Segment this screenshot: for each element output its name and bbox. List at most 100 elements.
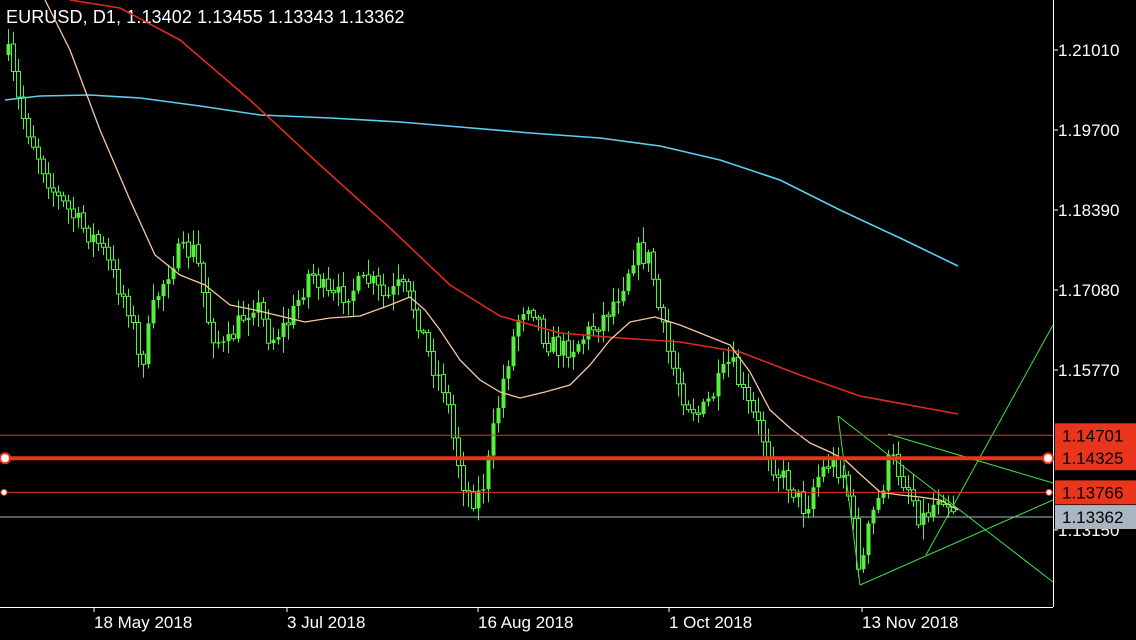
candle-body [296,299,301,306]
candle-body [76,212,81,218]
candle-body [621,290,626,302]
candle-body [146,323,151,365]
candle-body [246,317,251,321]
candle-body [706,398,711,402]
candle-body [51,187,56,193]
y-tick-label: 1.19700 [1058,121,1119,140]
candle-body [921,512,926,525]
candle-body [761,420,766,443]
candle-body [906,487,911,491]
timeframe-label: D1 [92,7,117,27]
level-handle-right [1045,488,1053,496]
candle-body [316,274,321,289]
candle-body [911,489,916,502]
x-tick-label: 16 Aug 2018 [478,613,573,632]
candle-body [301,297,306,300]
candle-body [351,290,356,302]
candle-body [806,509,811,514]
price-level-label: 1.14325 [1062,449,1123,468]
candle-body [776,474,781,479]
candle-body [6,44,11,55]
candle-body [641,242,646,264]
candle-body [826,466,831,469]
candle-body [261,301,266,320]
candle-body [496,407,501,424]
candle-body [371,275,376,284]
candle-body [166,279,171,285]
candle-body [726,361,731,364]
price-level-label: 1.14701 [1062,426,1123,445]
candle-body [676,367,681,385]
candle-body [16,71,21,98]
candle-body [181,242,186,244]
candle-body [186,241,191,258]
candle-body [116,268,121,295]
candle-body [926,512,931,518]
candle-body [936,500,941,505]
candle-body [471,491,476,509]
candle-body [386,294,391,297]
candle-body [271,339,276,344]
price-level-tag [1055,446,1136,471]
candle-body [476,490,481,509]
candle-body [601,314,606,331]
y-tick-label: 1.21010 [1058,41,1119,60]
price-level-label: 1.13766 [1062,483,1123,502]
candle-body [451,404,456,439]
candle-body [61,195,66,202]
candle-body [421,330,426,334]
candle-body [736,356,741,385]
candle-body [231,333,236,340]
candle-body [216,342,221,344]
candle-body [656,278,661,309]
candle-body [661,307,666,323]
candle-body [291,305,296,325]
price-level-label: 1.13362 [1062,508,1123,527]
ma-cyan-line [4,94,959,267]
candle-body [516,319,521,337]
candle-body [236,315,241,339]
candle-body [456,437,461,467]
candle-body [226,334,231,342]
candle-body [326,278,331,291]
candle-body [731,357,736,362]
candle-body [626,273,631,291]
candle-body [841,475,846,478]
y-tick-label: 1.17080 [1058,281,1119,300]
chart-header: EURUSD, D1, 1.13402 1.13455 1.13343 1.13… [6,7,405,27]
candle-body [631,265,636,274]
candle-body [636,242,641,266]
low-value: 1.13343 [267,7,334,27]
candle-body [46,173,51,189]
candle-body [441,374,446,394]
price-level-tag [1055,423,1136,448]
candle-body [851,495,856,520]
candle-body [401,278,406,283]
candle-body [716,373,721,397]
candle-body [881,490,886,498]
candle-body [576,344,581,352]
candle-body [616,301,621,303]
candle-body [781,470,786,478]
open-value: 1.13402 [126,7,192,27]
candle-body [786,470,791,491]
candle-body [646,252,651,264]
price-level-tag [1055,480,1136,505]
candle-body [121,293,126,297]
candle-body [206,291,211,323]
candle-body [446,392,451,406]
candle-body [311,273,316,276]
candle-body [671,350,676,369]
candle-body [511,336,516,367]
candle-body [741,383,746,388]
candle-body [506,366,511,379]
candle-body [161,284,166,297]
trendline-left-edge [837,415,861,586]
candle-body [241,314,246,321]
candle-body [426,332,431,352]
candle-body [486,455,491,490]
candle-body [821,466,826,477]
close-value: 1.13362 [338,7,405,27]
candle-body [531,309,536,318]
